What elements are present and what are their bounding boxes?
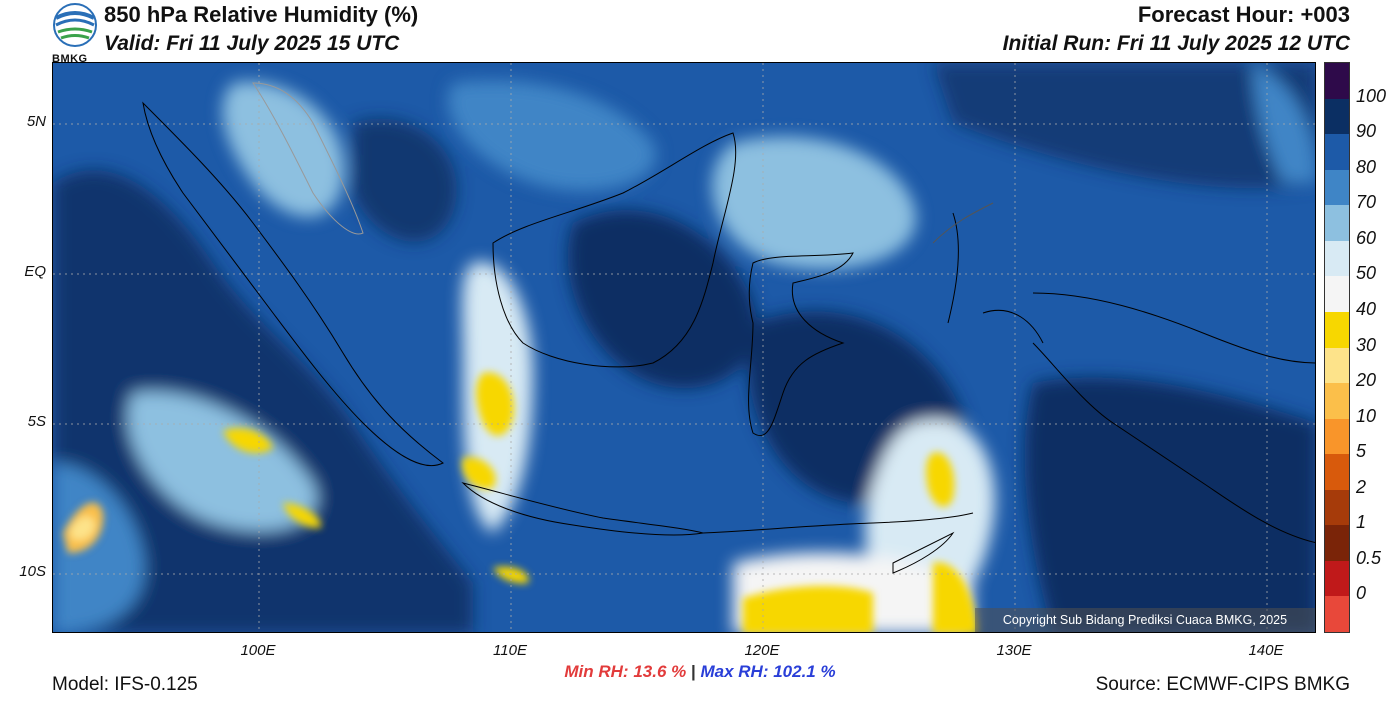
bmkg-logo: BMKG bbox=[52, 2, 98, 65]
colorbar-segment bbox=[1325, 311, 1349, 348]
colorbar-label: 40 bbox=[1356, 298, 1377, 319]
dry-patches bbox=[63, 372, 978, 632]
lat-label-5n: 5N bbox=[26, 113, 46, 130]
colorbar-segment bbox=[1325, 240, 1349, 277]
lon-label-130e: 130E bbox=[996, 642, 1032, 659]
colorbar-segment bbox=[1325, 418, 1349, 455]
initial-run: Initial Run: Fri 11 July 2025 12 UTC bbox=[1002, 32, 1350, 55]
lon-label-140e: 140E bbox=[1248, 642, 1284, 659]
rh-separator: | bbox=[690, 662, 696, 681]
map-canvas bbox=[53, 63, 1315, 632]
max-rh: Max RH: 102.1 % bbox=[700, 662, 836, 681]
colorbar-label: 20 bbox=[1356, 370, 1377, 391]
colorbar-label: 50 bbox=[1356, 263, 1377, 284]
colorbar-label: 100 bbox=[1356, 85, 1387, 106]
colorbar-label: 90 bbox=[1356, 121, 1377, 142]
colorbar-label: 0.5 bbox=[1356, 547, 1382, 568]
colorbar-segment bbox=[1325, 134, 1349, 170]
colorbar-label: 30 bbox=[1356, 334, 1377, 355]
lon-label-120e: 120E bbox=[744, 642, 780, 659]
colorbar-label: 80 bbox=[1356, 156, 1377, 177]
colorbar-segment bbox=[1325, 525, 1349, 561]
colorbar-label: 0 bbox=[1356, 583, 1367, 604]
lon-label-110e: 110E bbox=[493, 642, 527, 659]
valid-time: Valid: Fri 11 July 2025 15 UTC bbox=[104, 32, 400, 55]
colorbar-segment bbox=[1325, 383, 1349, 419]
lat-label-eq: EQ bbox=[24, 263, 46, 280]
lat-label-10s: 10S bbox=[19, 563, 46, 580]
colorbar-label: 60 bbox=[1356, 227, 1377, 248]
colorbar-label: 1 bbox=[1356, 512, 1367, 533]
colorbar-label: 2 bbox=[1356, 476, 1367, 497]
coastlines bbox=[142, 82, 1315, 574]
colorbar-segment bbox=[1325, 276, 1349, 312]
colorbar-segment bbox=[1325, 454, 1349, 490]
colorbar-segment bbox=[1325, 169, 1349, 206]
gridlines bbox=[53, 63, 1315, 632]
colorbar-segment bbox=[1325, 489, 1349, 526]
colorbar-segment bbox=[1325, 63, 1349, 99]
lat-label-5s: 5S bbox=[27, 413, 46, 430]
colorbar-label: 70 bbox=[1356, 192, 1377, 213]
colorbar bbox=[1324, 62, 1350, 633]
rh-stats: Min RH: 13.6 % | Max RH: 102.1 % bbox=[0, 662, 1400, 682]
lon-label-100e: 100E bbox=[240, 642, 276, 659]
colorbar-label: 10 bbox=[1356, 405, 1377, 426]
source-label: Source: ECMWF-CIPS BMKG bbox=[1095, 674, 1350, 695]
bmkg-logo-icon bbox=[53, 3, 97, 47]
colorbar-segment bbox=[1325, 205, 1349, 241]
forecast-hour: Forecast Hour: +003 bbox=[1137, 2, 1350, 27]
chart-title: 850 hPa Relative Humidity (%) bbox=[104, 2, 419, 27]
colorbar-segment bbox=[1325, 347, 1349, 384]
colorbar-segment bbox=[1325, 596, 1349, 632]
humidity-map bbox=[52, 62, 1316, 633]
copyright-notice: Copyright Sub Bidang Prediksi Cuaca BMKG… bbox=[975, 608, 1315, 632]
model-label: Model: IFS-0.125 bbox=[52, 674, 198, 695]
colorbar-segment bbox=[1325, 98, 1349, 135]
colorbar-segment bbox=[1325, 560, 1349, 597]
colorbar-label: 5 bbox=[1356, 441, 1367, 462]
min-rh: Min RH: 13.6 % bbox=[564, 662, 687, 681]
